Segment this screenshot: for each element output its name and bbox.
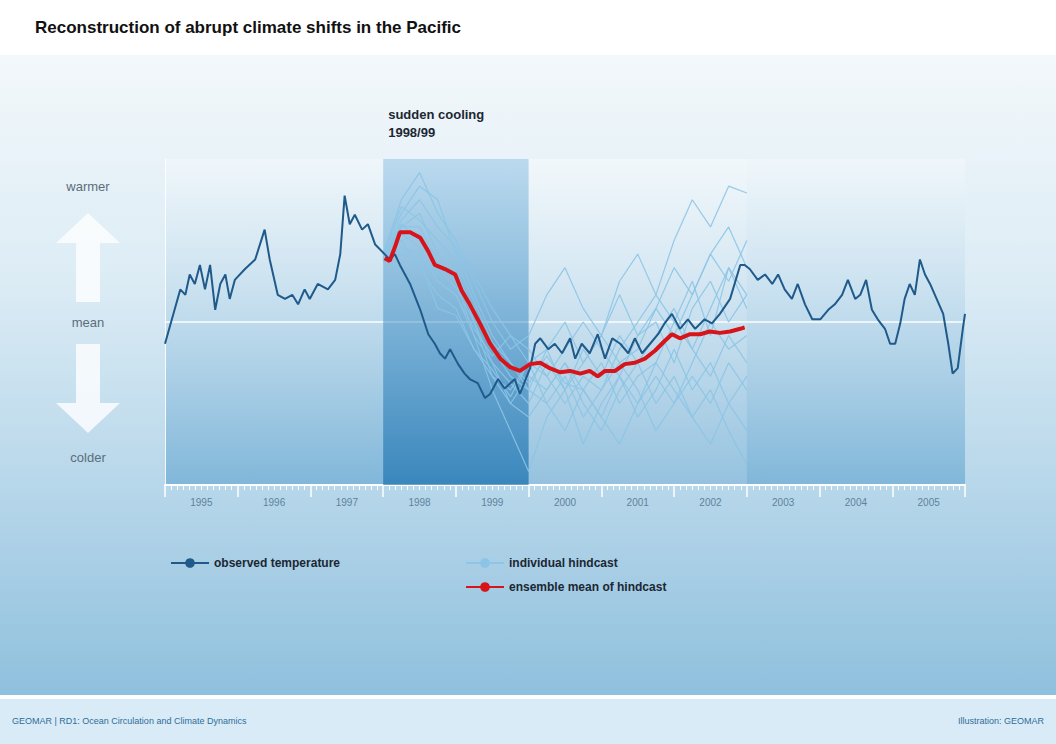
svg-text:ensemble mean of hindcast: ensemble mean of hindcast (509, 580, 666, 594)
svg-text:2003: 2003 (772, 497, 795, 508)
svg-text:2001: 2001 (627, 497, 650, 508)
svg-text:1998/99: 1998/99 (388, 125, 435, 140)
svg-text:1997: 1997 (336, 497, 359, 508)
svg-text:1999: 1999 (481, 497, 504, 508)
svg-text:mean: mean (72, 315, 105, 330)
svg-text:2005: 2005 (918, 497, 941, 508)
svg-text:1998: 1998 (408, 497, 431, 508)
svg-text:GEOMAR | RD1: Ocean Circulatio: GEOMAR | RD1: Ocean Circulation and Clim… (12, 716, 247, 726)
svg-text:Reconstruction of abrupt clima: Reconstruction of abrupt climate shifts … (35, 18, 461, 37)
svg-text:colder: colder (70, 450, 106, 465)
svg-text:sudden cooling: sudden cooling (388, 107, 484, 122)
svg-text:1996: 1996 (263, 497, 286, 508)
svg-text:observed temperature: observed temperature (214, 556, 340, 570)
svg-text:2002: 2002 (699, 497, 722, 508)
svg-text:warmer: warmer (65, 179, 110, 194)
svg-text:1995: 1995 (190, 497, 213, 508)
svg-text:2004: 2004 (845, 497, 868, 508)
svg-text:2000: 2000 (554, 497, 577, 508)
svg-text:Illustration: GEOMAR: Illustration: GEOMAR (958, 716, 1045, 726)
svg-text:individual hindcast: individual hindcast (509, 556, 618, 570)
